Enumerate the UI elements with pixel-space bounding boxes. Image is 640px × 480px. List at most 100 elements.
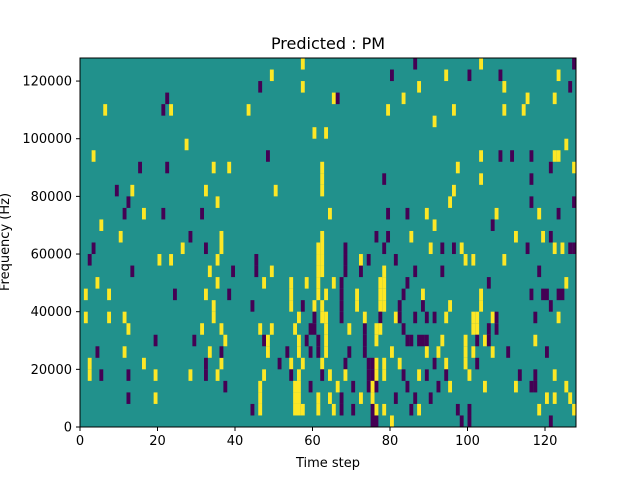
heatmap-cell-low — [541, 288, 546, 301]
heatmap-cell-low — [529, 288, 534, 301]
heatmap-cell-high — [297, 392, 301, 404]
heatmap-cell-low — [498, 69, 503, 82]
heatmap-cell-low — [548, 415, 553, 427]
heatmap-cell-high — [83, 288, 88, 301]
heatmap-cell-low — [397, 300, 402, 312]
heatmap-cell-low — [428, 392, 433, 404]
heatmap-cell-high — [328, 369, 332, 381]
heatmap-cell-high — [289, 288, 294, 301]
y-axis-title: Frequency (Hz) — [0, 193, 13, 291]
heatmap-cell-high — [444, 357, 449, 370]
heatmap-cell-high — [471, 311, 476, 324]
x-tick-label: 40 — [227, 434, 244, 449]
heatmap-cell-high — [180, 242, 185, 255]
heatmap-cell-low — [254, 254, 259, 266]
heatmap-cell-high — [227, 161, 232, 174]
x-tick-label: 60 — [304, 434, 321, 449]
heatmap-cell-high — [289, 277, 294, 289]
heatmap-cell-low — [413, 58, 418, 70]
heatmap-cell-low — [366, 380, 371, 393]
heatmap-cell-low — [548, 230, 553, 243]
heatmap-cell-high — [479, 300, 484, 312]
heatmap-cell-low — [250, 300, 255, 312]
heatmap-cell-low — [339, 277, 344, 289]
heatmap-cell-high — [200, 323, 205, 335]
heatmap-cell-high — [436, 346, 441, 358]
heatmap-cell-high — [122, 346, 127, 358]
heatmap-cell-high — [157, 254, 162, 266]
heatmap-cell-low — [370, 369, 375, 381]
heatmap-cell-high — [316, 242, 321, 255]
heatmap-cell-high — [448, 380, 453, 393]
x-tick-label: 100 — [455, 434, 480, 449]
heatmap-cell-low — [204, 369, 208, 381]
heatmap-cell-high — [455, 161, 460, 174]
heatmap-cell-high — [479, 288, 484, 301]
heatmap-cell-low — [370, 415, 375, 427]
heatmap-cell-low — [413, 392, 418, 404]
heatmap-cell-low — [173, 288, 177, 301]
heatmap-cell-high — [320, 300, 325, 312]
heatmap-cell-high — [153, 369, 158, 381]
heatmap-cell-high — [331, 403, 336, 416]
heatmap-cell-high — [444, 311, 449, 324]
heatmap-cell-high — [494, 207, 499, 220]
heatmap-cell-low — [494, 311, 499, 324]
heatmap-cell-low — [409, 334, 414, 347]
y-tick-label: 20000 — [31, 363, 72, 378]
heatmap-cell-low — [568, 242, 573, 255]
heatmap-cell-high — [211, 161, 216, 174]
heatmap-cell-low — [455, 403, 460, 416]
heatmap-cell-low — [362, 346, 367, 358]
heatmap-cell-high — [424, 346, 429, 358]
heatmap-cell-high — [312, 127, 317, 139]
heatmap-cell-high — [297, 346, 301, 358]
heatmap-cell-high — [215, 277, 220, 289]
heatmap-cell-high — [207, 346, 212, 358]
heatmap-cell-low — [444, 369, 449, 381]
heatmap-cell-high — [107, 288, 112, 301]
heatmap-cell-high — [355, 288, 360, 301]
heatmap-cell-low — [405, 277, 410, 289]
heatmap-cell-high — [297, 380, 301, 393]
heatmap-cell-high — [219, 323, 224, 335]
heatmap-cell-high — [421, 288, 425, 301]
heatmap-cell-low — [223, 380, 228, 393]
heatmap-cell-high — [269, 69, 274, 82]
heatmap-cell-low — [405, 334, 410, 347]
heatmap-cell-low — [204, 357, 208, 370]
heatmap-cell-high — [382, 369, 387, 381]
heatmap-cell-low — [204, 242, 208, 255]
heatmap-cell-low — [432, 311, 437, 324]
heatmap-cell-high — [207, 265, 212, 278]
heatmap-cell-high — [269, 265, 274, 278]
heatmap-cell-high — [564, 380, 569, 393]
heatmap-cell-high — [378, 277, 383, 289]
heatmap-cell-low — [393, 392, 398, 404]
heatmap-cell-low — [525, 242, 530, 255]
heatmap-cell-high — [293, 323, 298, 335]
heatmap-cell-high — [483, 380, 487, 393]
heatmap-cell-high — [417, 81, 422, 93]
heatmap-cell-high — [126, 323, 131, 335]
heatmap-cell-low — [200, 207, 205, 220]
heatmap-cell-low — [475, 357, 480, 370]
heatmap-cell-low — [289, 369, 294, 381]
heatmap-cell-high — [564, 138, 569, 151]
heatmap-cell-high — [316, 265, 321, 278]
heatmap-cell-low — [153, 334, 158, 347]
y-tick-label: 0 — [64, 421, 72, 436]
heatmap-cell-low — [413, 265, 418, 278]
heatmap-cell-high — [382, 357, 387, 370]
heatmap-cell-low — [498, 150, 503, 162]
heatmap-cell-low — [529, 173, 534, 185]
heatmap-cell-low — [390, 69, 394, 82]
heatmap-cell-low — [529, 150, 534, 162]
heatmap-cell-high — [328, 207, 332, 220]
heatmap-cell-high — [118, 230, 123, 243]
heatmap-cell-high — [537, 207, 542, 220]
heatmap-cell-high — [211, 311, 216, 324]
heatmap-cell-low — [130, 265, 135, 278]
heatmap-cell-low — [347, 346, 352, 358]
heatmap-cell-high — [556, 311, 561, 324]
